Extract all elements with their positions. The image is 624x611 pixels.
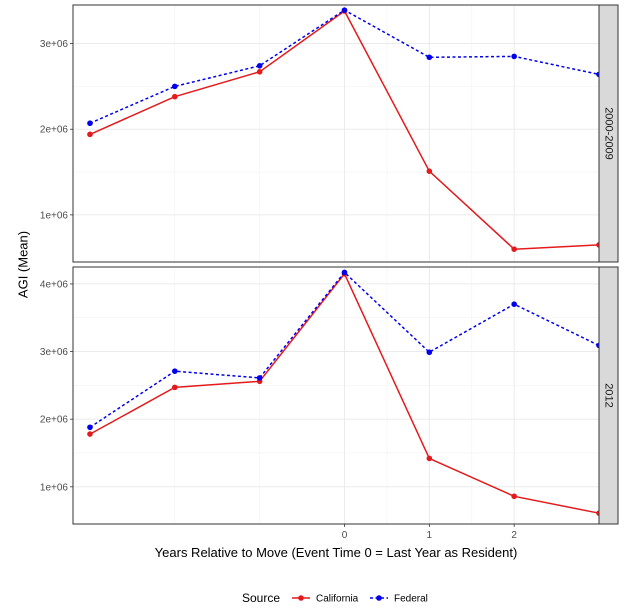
y-tick-label: 1e+06 bbox=[40, 210, 69, 221]
legend: Source California Federal bbox=[242, 591, 428, 605]
data-point-federal bbox=[87, 120, 93, 127]
y-tick-label: 3e+06 bbox=[40, 39, 69, 50]
data-point-federal bbox=[256, 63, 263, 69]
data-point-federal bbox=[426, 349, 433, 356]
panel-1: 1e+06 2e+06 3e+06 2000-2009 bbox=[40, 4, 619, 263]
data-point-california bbox=[511, 493, 517, 500]
y-axis-title: AGI (Mean) bbox=[16, 231, 31, 298]
data-point-federal bbox=[172, 83, 178, 90]
panel-2: 1e+06 2e+06 3e+06 4e+06 2012 bbox=[40, 266, 619, 525]
data-point-california bbox=[426, 168, 433, 174]
legend-key-point bbox=[298, 595, 304, 601]
data-point-california bbox=[172, 384, 178, 391]
facet-strip bbox=[598, 4, 619, 263]
y-tick-label: 4e+06 bbox=[40, 279, 69, 290]
y-tick-label: 2e+06 bbox=[40, 415, 69, 426]
data-point-federal bbox=[426, 54, 433, 61]
data-point-federal bbox=[87, 424, 93, 431]
y-tick-label: 1e+06 bbox=[40, 482, 69, 493]
x-tick-label: 2 bbox=[511, 530, 517, 541]
data-point-california bbox=[426, 455, 433, 462]
data-point-federal bbox=[511, 301, 517, 307]
legend-label: Federal bbox=[394, 594, 428, 605]
data-point-california bbox=[87, 131, 93, 138]
y-tick-label: 2e+06 bbox=[40, 125, 69, 136]
data-point-california bbox=[87, 431, 93, 437]
x-axis-title: Years Relative to Move (Event Time 0 = L… bbox=[155, 545, 518, 560]
facet-strip-label: 2012 bbox=[603, 383, 615, 407]
data-point-california bbox=[256, 69, 263, 75]
facet-strip-label: 2000-2009 bbox=[603, 107, 615, 160]
data-point-federal bbox=[256, 375, 263, 381]
legend-title: Source bbox=[242, 591, 280, 605]
data-point-federal bbox=[511, 53, 517, 60]
data-point-federal bbox=[172, 368, 178, 374]
legend-label: California bbox=[316, 594, 359, 605]
data-point-federal bbox=[341, 7, 348, 13]
data-point-california bbox=[511, 246, 517, 252]
facet-strip bbox=[598, 266, 619, 525]
x-tick-label: 1 bbox=[427, 530, 433, 541]
legend-key-point bbox=[376, 595, 382, 601]
data-point-federal bbox=[341, 269, 348, 276]
y-tick-label: 3e+06 bbox=[40, 347, 69, 358]
panel-background bbox=[73, 267, 599, 524]
x-tick-label: 0 bbox=[342, 530, 348, 541]
data-point-california bbox=[172, 93, 178, 100]
panel-background bbox=[73, 5, 599, 262]
